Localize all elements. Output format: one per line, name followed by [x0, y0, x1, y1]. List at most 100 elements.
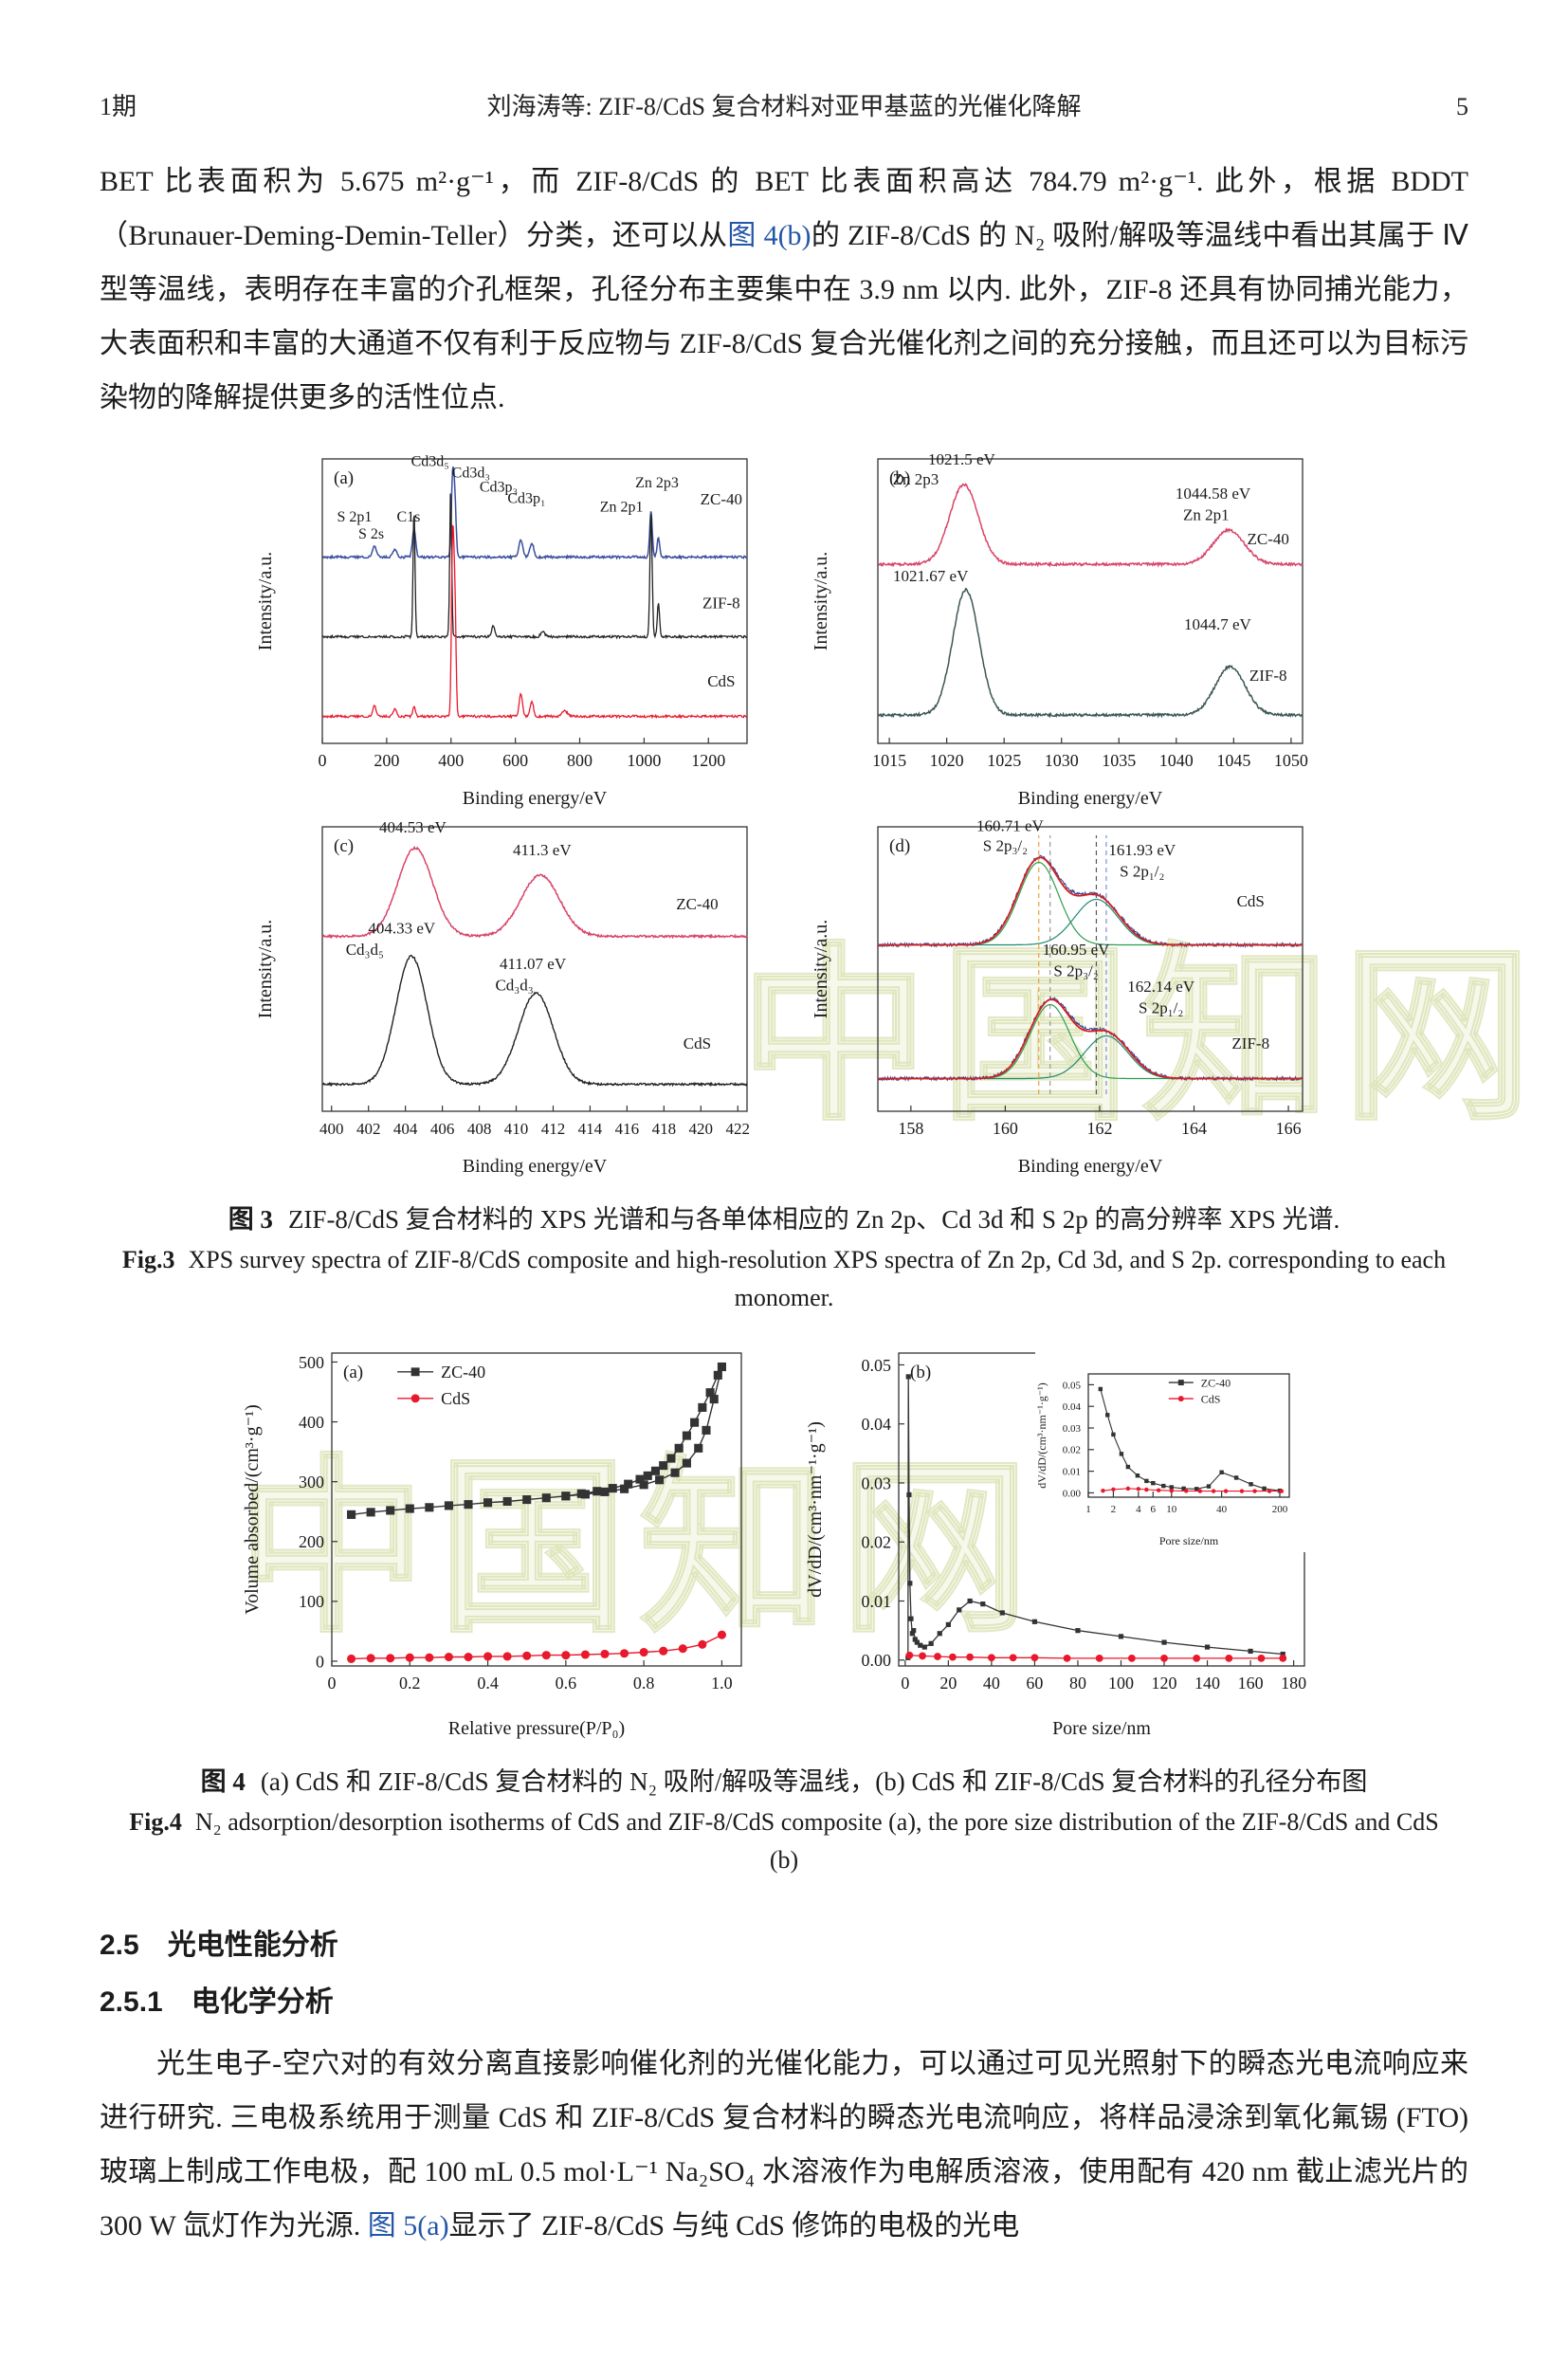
svg-text:1.0: 1.0 — [711, 1674, 733, 1693]
svg-text:158: 158 — [898, 1119, 923, 1138]
figure-3: 0 200 400 600 800 1000 1200 Binding energy/eV In… — [100, 448, 1468, 1317]
figure-3-label-en: Fig.3 — [121, 1246, 175, 1273]
svg-text:Intensity/a.u.: Intensity/a.u. — [255, 920, 276, 1018]
svg-text:2: 2 — [1111, 1504, 1117, 1515]
svg-text:dV/dD/(cm³·nm⁻¹·g⁻¹): dV/dD/(cm³·nm⁻¹·g⁻¹) — [1035, 1382, 1048, 1488]
svg-text:414: 414 — [578, 1120, 603, 1138]
svg-text:400: 400 — [438, 751, 464, 770]
svg-text:1200: 1200 — [691, 751, 725, 770]
svg-text:404.33 eV: 404.33 eV — [368, 920, 436, 938]
svg-text:402: 402 — [356, 1120, 381, 1138]
figure-4-panels: 0 0.2 0.4 0.6 0.8 1.0 0 100 200 300 400 500 Relative… — [100, 1340, 1468, 1742]
svg-text:404.53 eV: 404.53 eV — [379, 818, 447, 836]
svg-text:10: 10 — [1166, 1504, 1177, 1515]
text-segment: BET 比表面积为 5.675 m²·g⁻¹，而 ZIF-8/CdS 的 BET… — [100, 166, 1468, 251]
svg-text:411.07 eV: 411.07 eV — [500, 955, 567, 973]
svg-text:1035: 1035 — [1102, 751, 1136, 770]
svg-text:80: 80 — [1069, 1674, 1086, 1693]
svg-text:0: 0 — [901, 1674, 909, 1693]
svg-text:Intensity/a.u.: Intensity/a.u. — [811, 920, 831, 1018]
svg-text:416: 416 — [615, 1120, 640, 1138]
figure-3-caption-en: Fig.3 XPS survey spectra of ZIF-8/CdS com… — [120, 1241, 1448, 1317]
svg-text:1044.7 eV: 1044.7 eV — [1184, 615, 1252, 633]
svg-text:Cd3d₅: Cd3d₅ — [411, 454, 449, 470]
figure-4-caption-cn-text: (a) CdS 和 ZIF-8/CdS 复合材料的 N₂ 吸附/解吸等温线，(b… — [260, 1767, 1368, 1796]
svg-text:1030: 1030 — [1045, 751, 1079, 770]
svg-text:0.05: 0.05 — [862, 1356, 892, 1375]
svg-text:Zn 2p3: Zn 2p3 — [893, 470, 939, 488]
svg-text:0.6: 0.6 — [556, 1674, 577, 1693]
svg-text:60: 60 — [1026, 1674, 1043, 1693]
svg-text:Pore size/nm: Pore size/nm — [1052, 1718, 1151, 1739]
svg-text:C1s: C1s — [397, 509, 421, 525]
svg-text:0.01: 0.01 — [862, 1592, 892, 1611]
svg-text:Binding energy/eV: Binding energy/eV — [463, 1156, 608, 1177]
svg-text:0.2: 0.2 — [399, 1674, 421, 1693]
svg-text:4: 4 — [1136, 1504, 1141, 1515]
svg-text:(b): (b) — [889, 468, 910, 488]
svg-text:ZC-40: ZC-40 — [1247, 530, 1288, 548]
svg-text:0.03: 0.03 — [1063, 1423, 1082, 1435]
svg-text:Intensity/a.u.: Intensity/a.u. — [255, 552, 276, 650]
svg-text:Relative pressure(P/P₀): Relative pressure(P/P₀) — [448, 1718, 625, 1739]
svg-text:dV/dD/(cm³·nm⁻¹·g⁻¹): dV/dD/(cm³·nm⁻¹·g⁻¹) — [805, 1421, 826, 1598]
svg-text:0.02: 0.02 — [1063, 1445, 1081, 1456]
svg-text:S 2p₃/₂: S 2p₃/₂ — [1053, 962, 1098, 980]
svg-text:180: 180 — [1281, 1674, 1306, 1693]
svg-text:0: 0 — [328, 1674, 337, 1693]
svg-text:160: 160 — [993, 1119, 1018, 1138]
svg-text:1021.67 eV: 1021.67 eV — [893, 567, 969, 585]
svg-text:Binding energy/eV: Binding energy/eV — [1018, 788, 1163, 809]
svg-text:160.95 eV: 160.95 eV — [1043, 941, 1111, 959]
svg-text:Cd₃d₃: Cd₃d₃ — [495, 977, 533, 995]
svg-text:ZC-40: ZC-40 — [441, 1363, 485, 1382]
svg-text:0.05: 0.05 — [1063, 1380, 1082, 1391]
svg-text:ZC-40: ZC-40 — [701, 490, 742, 508]
chart-adsorption-isotherms: 0 0.2 0.4 0.6 0.8 1.0 0 100 200 300 400 500 Relative… — [237, 1340, 768, 1742]
figure-reference-link[interactable]: 图 4(b) — [727, 220, 811, 251]
figure-3-panels: 0 200 400 600 800 1000 1200 Binding energy/eV In… — [100, 448, 1468, 1180]
figure-4-caption: 图 4 (a) CdS 和 ZIF-8/CdS 复合材料的 N₂ 吸附/解吸等温线… — [100, 1761, 1468, 1879]
figure-3-caption-en-text: XPS survey spectra of ZIF-8/CdS composit… — [188, 1246, 1447, 1311]
svg-text:Zn 2p1: Zn 2p1 — [1183, 506, 1230, 524]
svg-text:Zn 2p1: Zn 2p1 — [600, 500, 644, 516]
svg-text:0.04: 0.04 — [862, 1415, 892, 1434]
svg-text:6: 6 — [1151, 1504, 1157, 1515]
svg-text:40: 40 — [1216, 1504, 1228, 1515]
svg-text:CdS: CdS — [1201, 1392, 1221, 1405]
figure-reference-link[interactable]: 图 5(a) — [367, 2210, 449, 2242]
section-heading-2-5-1: 2.5.1 电化学分析 — [100, 1986, 334, 2018]
svg-text:40: 40 — [983, 1674, 1000, 1693]
svg-text:100: 100 — [1108, 1674, 1134, 1693]
chart-s2p-spectra: 158 160 162 164 166 Binding energy/eV Intensit… — [806, 815, 1318, 1180]
svg-text:140: 140 — [1194, 1674, 1220, 1693]
svg-text:400: 400 — [319, 1120, 344, 1138]
svg-text:ZIF-8: ZIF-8 — [1249, 667, 1287, 685]
figure-4-panel-b-wrap: 0 20 40 60 80 100 120 140 160 180 0.00 0.01 0.02 0.03… — [800, 1340, 1331, 1742]
figure-4-caption-en: Fig.4 N₂ adsorption/desorption isotherms … — [120, 1803, 1448, 1879]
svg-text:0.01: 0.01 — [1063, 1466, 1081, 1477]
svg-text:1050: 1050 — [1274, 751, 1308, 770]
svg-text:Intensity/a.u.: Intensity/a.u. — [811, 552, 831, 650]
svg-text:ZC-40: ZC-40 — [676, 895, 718, 913]
svg-text:S 2p₃/₂: S 2p₃/₂ — [983, 837, 1028, 855]
figure-4-caption-en-text: N₂ adsorption/desorption isotherms of Cd… — [194, 1808, 1439, 1874]
svg-text:408: 408 — [467, 1120, 491, 1138]
svg-text:Cd₃d₅: Cd₃d₅ — [346, 941, 384, 959]
svg-text:420: 420 — [689, 1120, 714, 1138]
svg-text:ZC-40: ZC-40 — [1201, 1376, 1231, 1389]
svg-text:ZIF-8: ZIF-8 — [702, 595, 740, 613]
svg-text:600: 600 — [502, 751, 528, 770]
svg-text:411.3 eV: 411.3 eV — [513, 841, 572, 859]
chart-cd3d-spectra: 400 402 404 406 408 410 412 414 416 418 420 422 Bind… — [250, 815, 762, 1180]
svg-text:160.71 eV: 160.71 eV — [976, 817, 1045, 835]
running-title: 刘海涛等: ZIF-8/CdS 复合材料对亚甲基蓝的光催化降解 — [486, 93, 1082, 120]
svg-text:1: 1 — [1085, 1504, 1091, 1515]
svg-text:418: 418 — [652, 1120, 677, 1138]
figure-3-caption: 图 3 ZIF-8/CdS 复合材料的 XPS 光谱和与各单体相应的 Zn 2p、… — [100, 1199, 1468, 1317]
svg-text:200: 200 — [374, 751, 399, 770]
journal-issue: 1期 — [100, 93, 137, 120]
svg-text:300: 300 — [299, 1473, 324, 1491]
svg-text:404: 404 — [393, 1120, 418, 1138]
